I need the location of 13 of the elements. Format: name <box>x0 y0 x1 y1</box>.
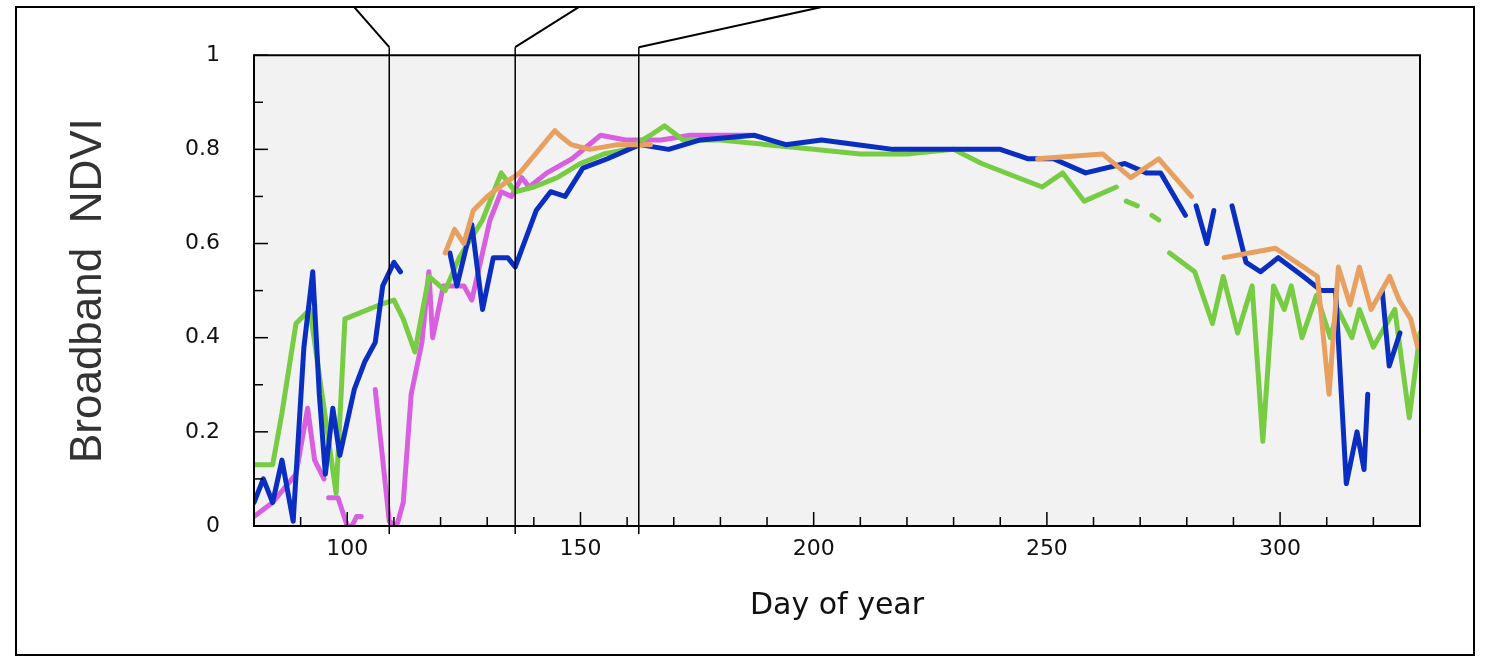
x-tick-label: 250 <box>1025 534 1068 560</box>
y-tick-label: 0.2 <box>185 417 220 443</box>
x-tick-label: 150 <box>559 534 602 560</box>
y-axis-title: Broadband NDVI <box>60 118 110 464</box>
x-tick-label: 300 <box>1259 534 1302 560</box>
x-tick-label: 100 <box>326 534 369 560</box>
y-tick-label: 0.6 <box>185 229 220 255</box>
y-tick-label: 0 <box>206 511 220 537</box>
x-tick-label: 200 <box>792 534 835 560</box>
y-tick-label: 0.4 <box>185 323 220 349</box>
x-axis-title: Day of year <box>749 585 925 621</box>
y-tick-label: 0.8 <box>185 135 220 161</box>
y-tick-label: 1 <box>206 40 220 66</box>
